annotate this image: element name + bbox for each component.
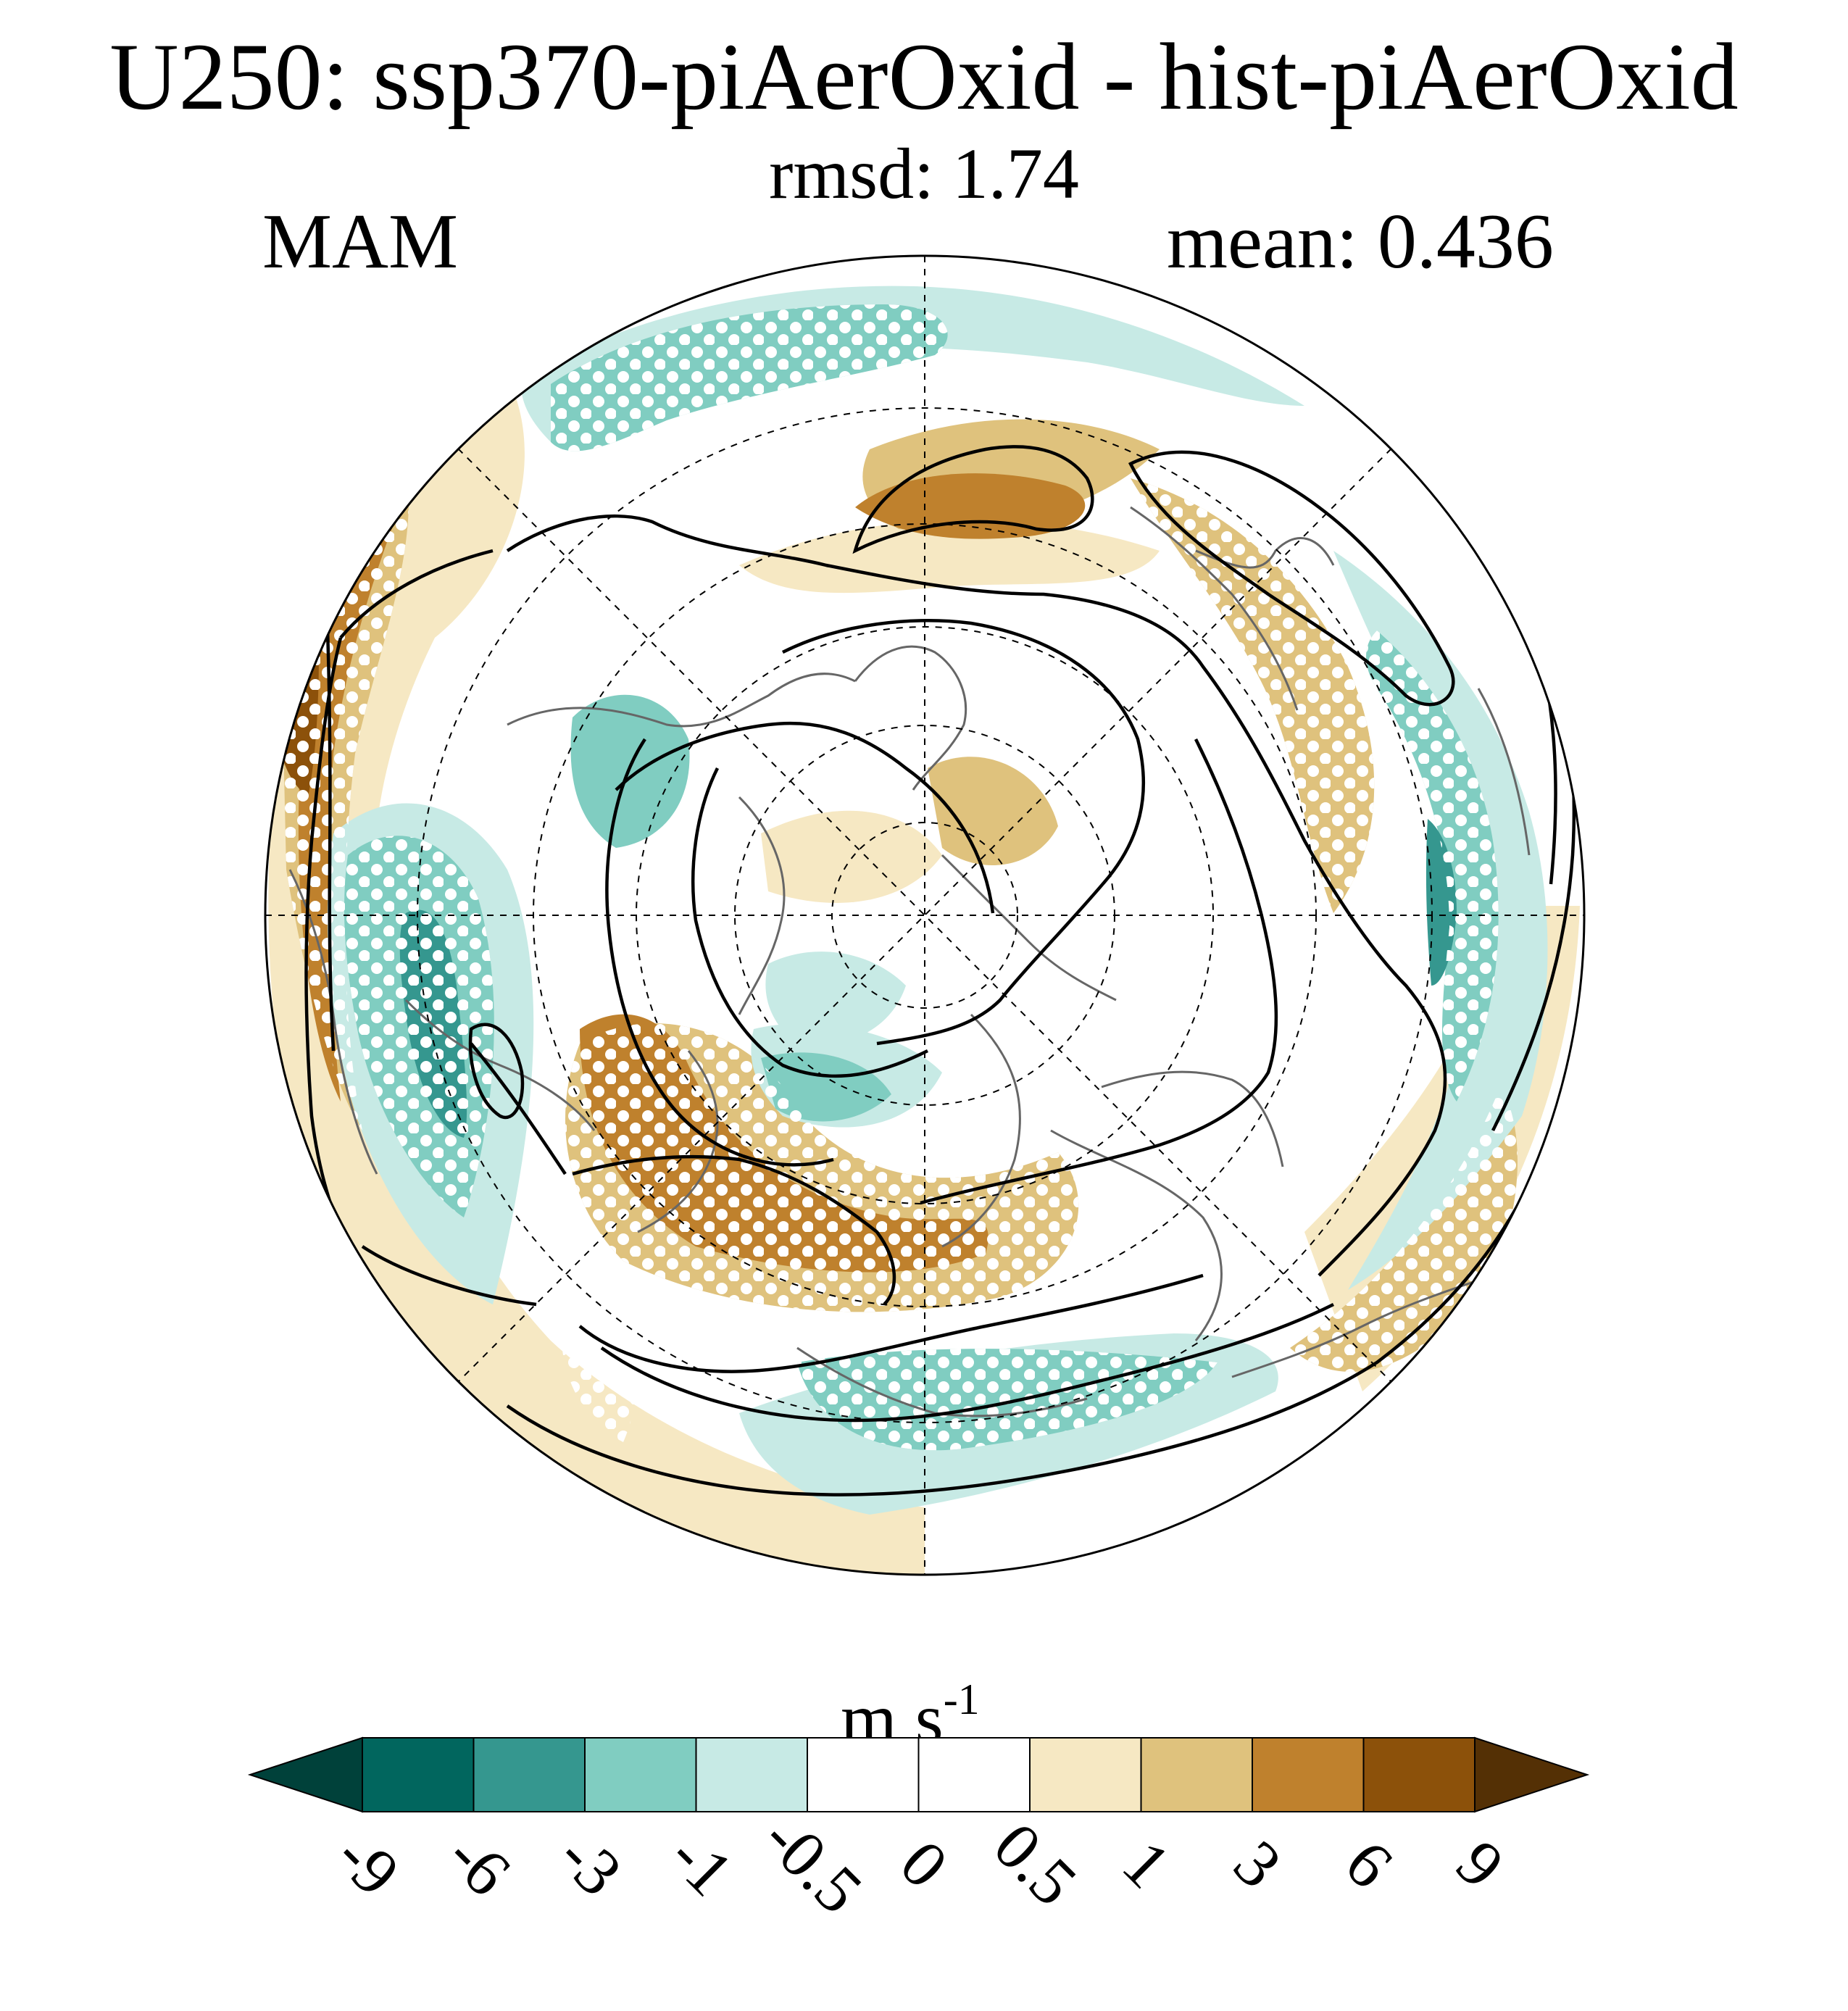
polar-map <box>264 254 1586 1576</box>
colorbar-tick-label: -6 <box>433 1818 525 1910</box>
colorbar-tick-label: -3 <box>545 1818 636 1910</box>
map-border <box>264 254 1586 1576</box>
colorbar-tick-label: 3 <box>1220 1826 1296 1902</box>
colorbar-box <box>1362 1737 1476 1812</box>
colorbar-end-high <box>1474 1736 1590 1813</box>
colorbar-tick-label: 1 <box>1109 1826 1185 1902</box>
colorbar-box <box>1029 1737 1142 1812</box>
colorbar-tick-label: 9 <box>1442 1826 1518 1902</box>
colorbar-tick-label: 0.5 <box>980 1809 1091 1920</box>
meridian-line <box>457 448 1392 1383</box>
colorbar-tick-label: 0 <box>886 1826 962 1902</box>
colorbar-tick-label: -1 <box>656 1818 747 1910</box>
colorbar-box <box>1252 1737 1365 1812</box>
colorbar-box <box>1140 1737 1253 1812</box>
season-label: MAM <box>262 199 459 285</box>
meridian-line <box>457 448 1392 1383</box>
graticule <box>265 256 1584 1575</box>
colorbar-box <box>473 1737 586 1812</box>
colorbar-tick-label: -9 <box>322 1818 414 1910</box>
latitude-circle <box>533 523 1317 1307</box>
colorbar-box <box>917 1737 1031 1812</box>
colorbar-tick-label: -0.5 <box>749 1801 876 1928</box>
colorbar-end-low <box>247 1736 363 1813</box>
colorbar-box <box>584 1737 697 1812</box>
rmsd-label: rmsd: 1.74 <box>769 133 1079 214</box>
coastlines <box>288 506 1531 1417</box>
plot-title: U250: ssp370-piAerOxid - hist-piAerOxid <box>109 23 1739 130</box>
colorbar-box <box>807 1737 920 1812</box>
colorbar-box <box>362 1737 475 1812</box>
mean-label: mean: 0.436 <box>1167 199 1554 285</box>
colorbar-box <box>695 1737 808 1812</box>
colorbar-tick-label: 6 <box>1331 1826 1407 1902</box>
